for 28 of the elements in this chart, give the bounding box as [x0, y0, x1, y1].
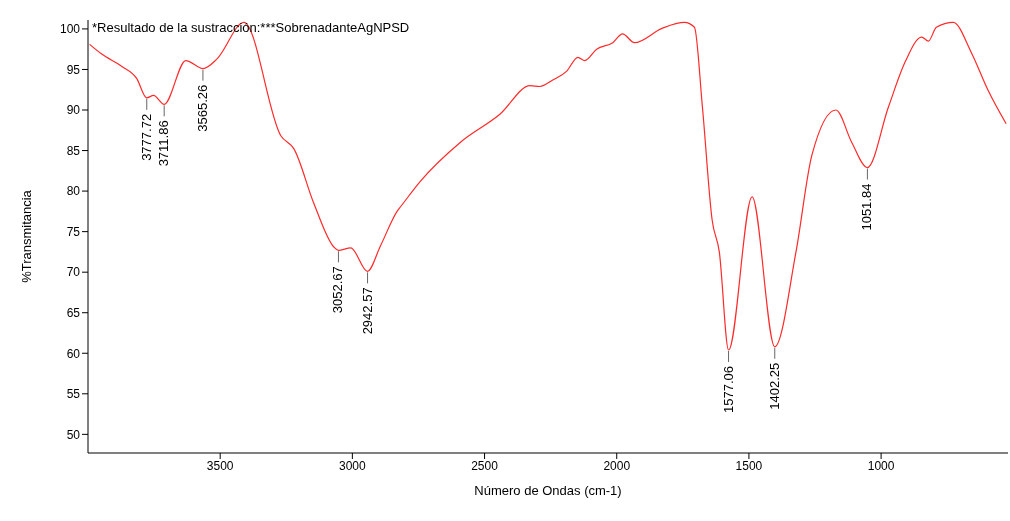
y-tick-label: 75 [66, 224, 81, 239]
annotation: 3565.26 [194, 84, 210, 132]
x-tick-label: 1000 [867, 458, 895, 473]
annotation: 1051.84 [859, 183, 875, 231]
annotation: 1402.25 [766, 362, 782, 410]
line-series [88, 21, 1007, 351]
y-tick-label: 55 [66, 387, 81, 402]
y-axis-title: %Transmitancia [18, 189, 34, 283]
x-axis-title: Número de Ondas (cm-1) [474, 483, 622, 498]
y-tick-label: 50 [66, 427, 81, 442]
annotation: 1577.06 [720, 366, 736, 414]
y-tick-label: 70 [66, 265, 81, 280]
x-tick-label: 2500 [471, 458, 499, 473]
y-tick-label: 90 [66, 103, 81, 118]
y-tick-label: 95 [66, 62, 81, 77]
x-tick-label: 1500 [735, 458, 763, 473]
y-tick-label: 85 [66, 143, 81, 158]
annotation: 3052.67 [330, 266, 346, 314]
x-tick-label: 3500 [206, 458, 234, 473]
x-tick-label: 2000 [603, 458, 631, 473]
annotation: 3711.86 [156, 120, 172, 167]
y-tick-label: 60 [66, 346, 81, 361]
y-tick-label: 65 [66, 305, 81, 320]
y-tick-label: 100 [59, 22, 81, 37]
annotation: 3777.72 [138, 113, 154, 161]
annotation: 2942.57 [359, 287, 375, 335]
x-tick-label: 3000 [339, 458, 367, 473]
y-tick-label: 80 [66, 184, 81, 199]
